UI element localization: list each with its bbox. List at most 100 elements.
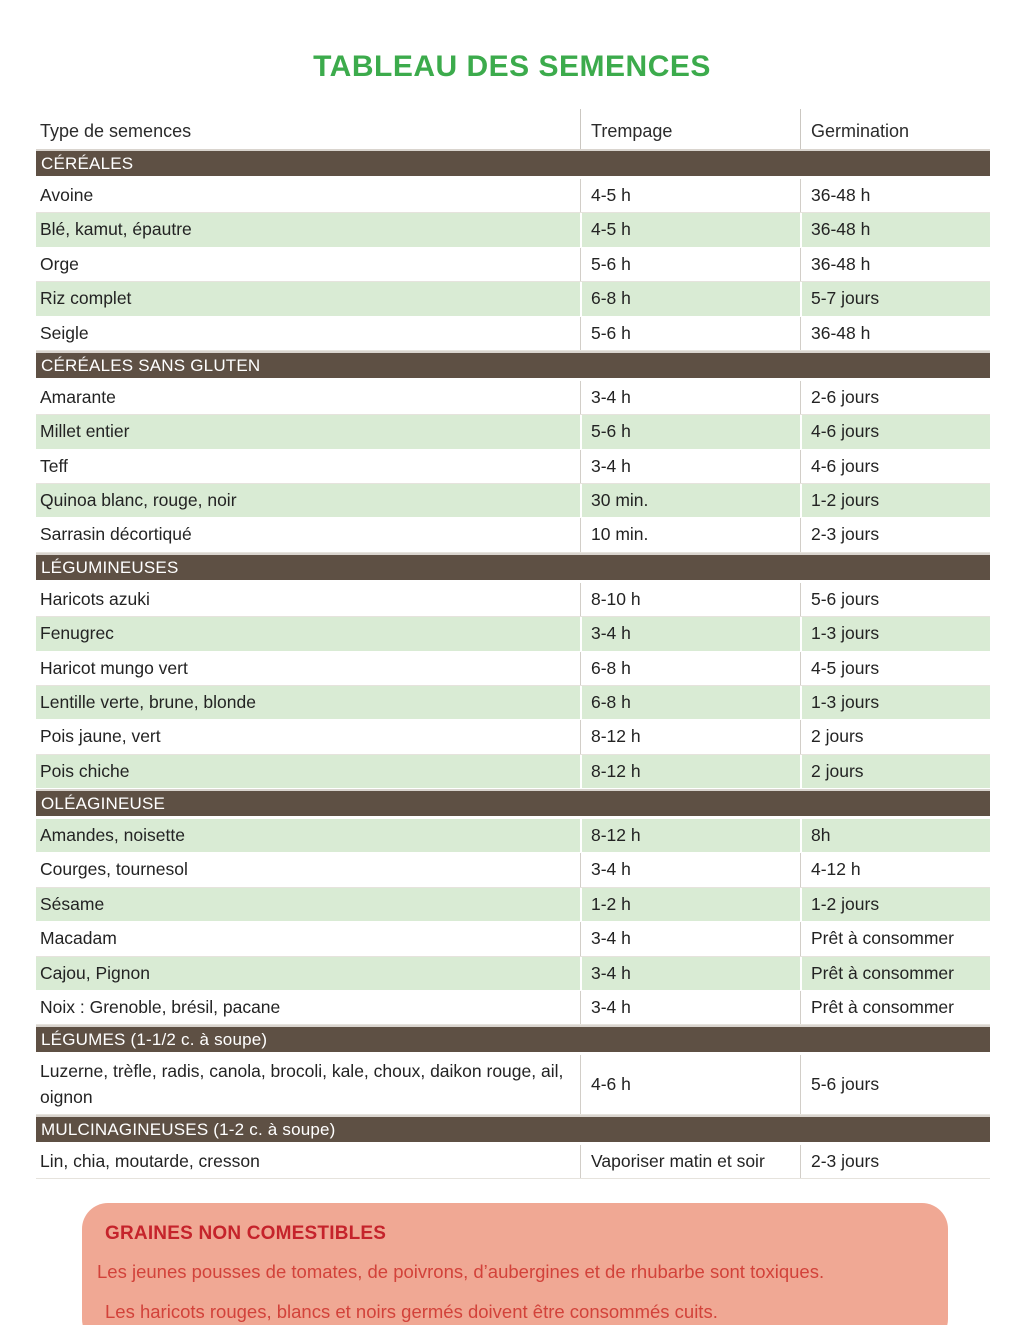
table-row: Blé, kamut, épautre 4-5 h 36-48 h [36, 213, 990, 248]
seed-name-cell: Pois jaune, vert [40, 726, 161, 747]
germination-cell: 2 jours [800, 720, 990, 754]
seed-name-cell: Amandes, noisette [40, 825, 185, 845]
table-row: Sarrasin décortiqué 10 min. 2-3 jours [36, 518, 990, 553]
section-header-1: CÉRÉALES [36, 149, 990, 176]
trempage-cell: 4-5 h [580, 213, 800, 247]
section-header-3: LÉGUMINEUSES [36, 552, 990, 580]
germination-cell: Prêt à consommer [800, 990, 990, 1025]
table-row: Cajou, Pignon 3-4 h Prêt à consommer [36, 956, 990, 991]
table-header-row: Type de semences Trempage Germination [36, 109, 990, 149]
warning-box: GRAINES NON COMESTIBLES Les jeunes pouss… [82, 1203, 948, 1325]
column-header-type: Type de semences [40, 121, 192, 141]
seed-name-cell: Seigle [40, 322, 89, 343]
seed-name-cell: Cajou, Pignon [40, 962, 150, 983]
warning-line-1: Les jeunes pousses de tomates, de poivro… [97, 1261, 825, 1283]
seed-name-cell: Courges, tournesol [40, 859, 188, 880]
trempage-cell: 3-4 h [580, 449, 800, 483]
table-row: Seigle 5-6 h 36-48 h [36, 316, 990, 351]
germination-cell: 36-48 h [800, 179, 990, 213]
table-row: Macadam 3-4 h Prêt à consommer [36, 922, 990, 957]
trempage-cell: 5-6 h [580, 247, 800, 282]
table-row: Haricot mungo vert 6-8 h 4-5 jours [36, 651, 990, 686]
germination-cell: 5-6 jours [800, 1055, 990, 1114]
seed-table: Type de semences Trempage Germination CÉ… [36, 109, 990, 1180]
germination-cell: 36-48 h [800, 316, 990, 350]
germination-cell: 1-3 jours [800, 617, 990, 651]
seed-name-cell: Macadam [40, 928, 117, 949]
germination-cell: 4-6 jours [800, 449, 990, 483]
table-row: Orge 5-6 h 36-48 h [36, 247, 990, 283]
germination-cell: 1-3 jours [800, 685, 990, 720]
seed-name-cell: Amarante [40, 386, 116, 407]
germination-cell: 5-7 jours [800, 282, 990, 316]
column-header-germination: Germination [800, 109, 990, 149]
seed-name-cell: Riz complet [40, 288, 132, 309]
table-row: Courges, tournesol 3-4 h 4-12 h [36, 853, 990, 888]
seed-name-cell: Noix : Grenoble, brésil, pacane [40, 996, 281, 1017]
trempage-cell: 3-4 h [580, 380, 800, 415]
trempage-cell: 8-12 h [580, 819, 800, 853]
table-row: Teff 3-4 h 4-6 jours [36, 449, 990, 484]
warning-title: GRAINES NON COMESTIBLES [105, 1223, 387, 1245]
germination-cell: 2 jours [800, 754, 990, 788]
column-header-trempage: Trempage [580, 109, 800, 149]
seed-name-cell: Lentille verte, brune, blonde [40, 691, 256, 712]
section-header-5: LÉGUMES (1-1/2 c. à soupe) [36, 1025, 990, 1053]
table-row: Riz complet 6-8 h 5-7 jours [36, 282, 990, 317]
table-row: Fenugrec 3-4 h 1-3 jours [36, 617, 990, 652]
table-row: Lin, chia, moutarde, cresson Vaporiser ma… [36, 1145, 990, 1180]
seed-name-cell: Teff [40, 455, 68, 476]
trempage-cell: 5-6 h [580, 316, 800, 350]
germination-cell: 1-2 jours [800, 887, 990, 922]
germination-cell: Prêt à consommer [800, 956, 990, 990]
germination-cell: 4-5 jours [800, 651, 990, 685]
trempage-cell: 8-12 h [580, 754, 800, 788]
section-header-4: OLÉAGINEUSE [36, 789, 990, 816]
trempage-cell: 6-8 h [580, 685, 800, 720]
table-body: CÉRÉALES Avoine 4-5 h 36-48 h Blé, kamut, ép… [36, 149, 990, 1180]
section-header-6: MULCINAGINEUSES (1-2 c. à soupe) [36, 1115, 990, 1142]
seed-name-cell: Blé, kamut, épautre [40, 219, 192, 240]
germination-cell: 36-48 h [800, 213, 990, 247]
seed-name-cell: Quinoa blanc, rouge, noir [40, 490, 237, 510]
trempage-cell: 10 min. [580, 518, 800, 552]
seed-name-cell: Fenugrec [40, 623, 114, 644]
table-row: Sésame 1-2 h 1-2 jours [36, 887, 990, 923]
trempage-cell: 30 min. [580, 484, 800, 518]
seed-name-cell: Sarrasin décortiqué [40, 524, 192, 545]
trempage-cell: 6-8 h [580, 282, 800, 316]
table-row: Lentille verte, brune, blonde 6-8 h 1-3 jo… [36, 685, 990, 721]
seed-name-cell: Haricots azuki [40, 588, 150, 609]
germination-cell: 4-12 h [800, 853, 990, 887]
trempage-cell: 3-4 h [580, 853, 800, 887]
table-row: Quinoa blanc, rouge, noir 30 min. 1-2 jour… [36, 484, 990, 519]
table-row: Noix : Grenoble, brésil, pacane 3-4 h Prêt… [36, 990, 990, 1026]
trempage-cell: 3-4 h [580, 617, 800, 651]
trempage-cell: 8-10 h [580, 582, 800, 617]
trempage-cell: Vaporiser matin et soir [580, 1145, 800, 1179]
germination-cell: 4-6 jours [800, 415, 990, 449]
seed-name-cell: Luzerne, trèfle, radis, canola, brocoli,… [40, 1061, 564, 1107]
table-row: Amandes, noisette 8-12 h 8h [36, 819, 990, 854]
trempage-cell: 3-4 h [580, 922, 800, 956]
trempage-cell: 5-6 h [580, 415, 800, 449]
germination-cell: 2-3 jours [800, 1145, 990, 1179]
germination-cell: Prêt à consommer [800, 922, 990, 956]
trempage-cell: 1-2 h [580, 887, 800, 922]
germination-cell: 8h [800, 819, 990, 853]
seed-name-cell: Orge [40, 253, 79, 274]
table-row: Avoine 4-5 h 36-48 h [36, 179, 990, 214]
table-row: Amarante 3-4 h 2-6 jours [36, 380, 990, 416]
table-row: Luzerne, trèfle, radis, canola, brocoli,… [36, 1055, 990, 1115]
trempage-cell: 3-4 h [580, 956, 800, 990]
page-title: TABLEAU DES SEMENCES [313, 50, 711, 83]
table-row: Millet entier 5-6 h 4-6 jours [36, 415, 990, 450]
trempage-cell: 8-12 h [580, 720, 800, 754]
germination-cell: 2-3 jours [800, 518, 990, 552]
germination-cell: 2-6 jours [800, 380, 990, 415]
trempage-cell: 4-6 h [580, 1055, 800, 1114]
germination-cell: 1-2 jours [800, 484, 990, 518]
